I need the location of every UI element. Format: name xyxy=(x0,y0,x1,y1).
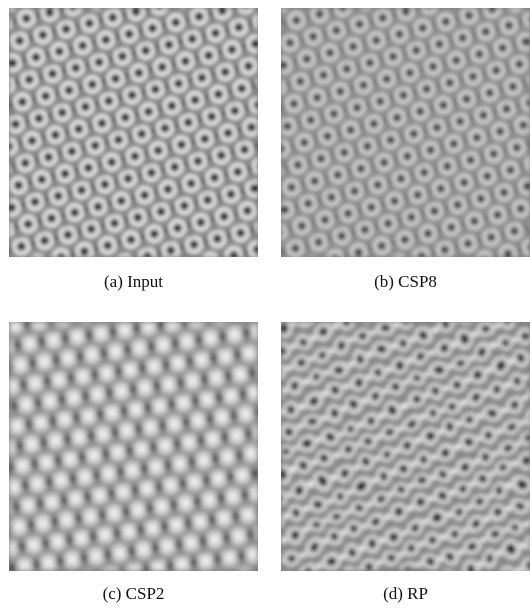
csp8-texture-svg xyxy=(281,8,530,257)
csp8-texture-image xyxy=(281,8,530,257)
csp2-texture-image xyxy=(9,322,258,571)
input-texture-svg xyxy=(9,8,258,257)
panel-b-caption: (b) CSP8 xyxy=(374,272,437,291)
input-texture-image xyxy=(9,8,258,257)
rp-texture-image xyxy=(281,322,530,571)
rp-texture-svg xyxy=(281,322,530,571)
panel-c-caption: (c) CSP2 xyxy=(102,584,165,603)
panel-a-caption: (a) Input xyxy=(103,272,163,291)
panel-d-caption: (d) RP xyxy=(383,584,428,603)
csp2-texture-svg xyxy=(9,322,258,571)
